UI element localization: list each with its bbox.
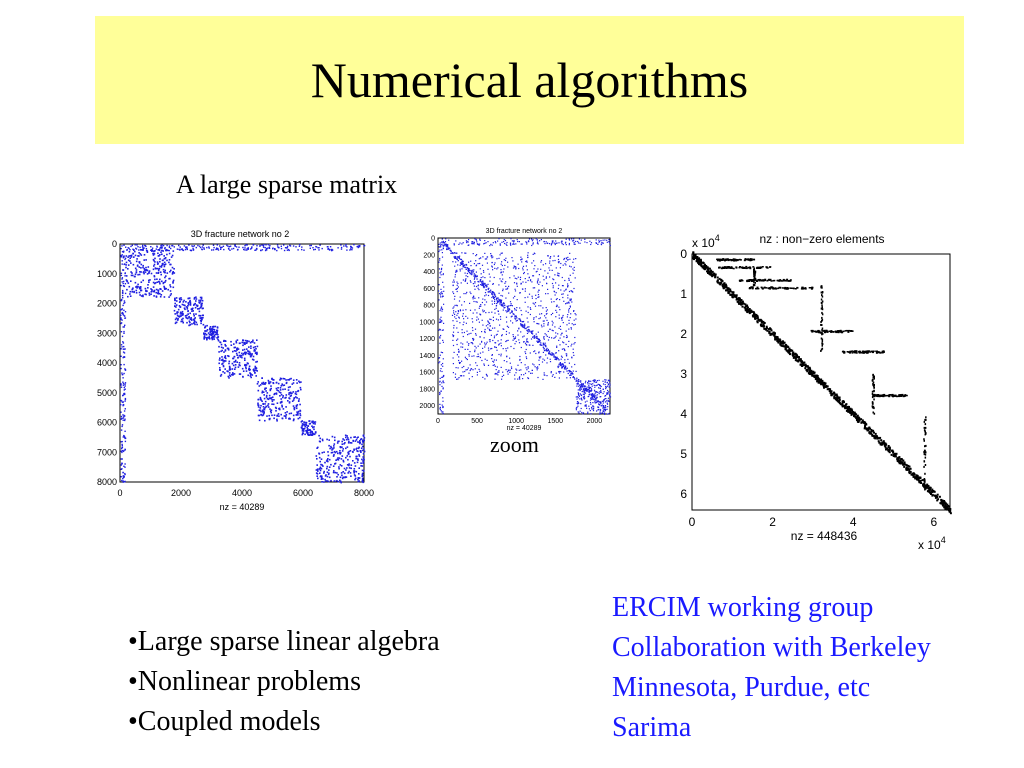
- bullet-item: •Coupled models: [128, 706, 321, 737]
- slide-title: Numerical algorithms: [310, 52, 749, 108]
- tick-label: 2000: [587, 418, 603, 425]
- x-axis-label: nz = 448436: [791, 529, 858, 543]
- tick-label: 8000: [354, 488, 374, 498]
- tick-label: 0: [680, 247, 687, 261]
- tick-label: 600: [423, 286, 435, 293]
- plot-title: 3D fracture network no 2: [191, 229, 290, 239]
- tick-label: 1000: [97, 269, 117, 279]
- tick-label: 1800: [419, 386, 435, 393]
- tick-label: 1200: [419, 336, 435, 343]
- tick-label: 6000: [97, 418, 117, 428]
- tick-label: 6000: [293, 488, 313, 498]
- tick-label: 0: [436, 418, 440, 425]
- info-line: Sarima: [612, 712, 692, 743]
- tick-label: 1400: [419, 353, 435, 360]
- tick-label: 3000: [97, 328, 117, 338]
- tick-label: 3: [680, 367, 687, 381]
- bullet-list: •Large sparse linear algebra •Nonlinear …: [128, 622, 440, 742]
- tick-label: 500: [471, 418, 483, 425]
- bullet-item: •Large sparse linear algebra: [128, 626, 440, 657]
- tick-label: 1000: [419, 319, 435, 326]
- sparse-matrix-plot-large: nz : non−zero elements x 104 0 2 4 60123456…: [680, 232, 952, 552]
- plot-frame: [437, 237, 611, 415]
- tick-label: 2000: [419, 403, 435, 410]
- tick-label: 200: [423, 252, 435, 259]
- spy-pattern: [120, 244, 366, 484]
- x-scale-label: x 104: [918, 535, 946, 552]
- tick-label: 5000: [97, 388, 117, 398]
- tick-label: 4: [850, 515, 857, 529]
- tick-label: 2: [769, 515, 776, 529]
- spy-pattern: [438, 238, 612, 415]
- tick-label: 6: [931, 515, 938, 529]
- bullet-item: •Nonlinear problems: [128, 666, 361, 697]
- info-line: Minnesota, Purdue, etc: [612, 672, 871, 703]
- tick-label: 0: [689, 515, 696, 529]
- spy-pattern: [692, 251, 952, 515]
- zoom-label: zoom: [490, 432, 539, 457]
- axis-ticks: 0 2000 4000 6000 800001000200030004000500060…: [97, 239, 374, 498]
- x-axis-label: nz = 40289: [220, 502, 265, 512]
- tick-label: 1000: [508, 418, 524, 425]
- tick-label: 1: [680, 287, 687, 301]
- tick-label: 4: [680, 407, 687, 421]
- axis-ticks: 0 500 1000 1500 2000 0 200 400 600 800 1000 1200 140…: [419, 236, 602, 426]
- title-banner: Numerical algorithms: [95, 16, 964, 144]
- tick-label: 2: [680, 327, 687, 341]
- info-line: Collaboration with Berkeley: [612, 632, 931, 663]
- tick-label: 8000: [97, 477, 117, 487]
- tick-label: 1600: [419, 370, 435, 377]
- tick-label: 4000: [232, 488, 252, 498]
- tick-label: 2000: [171, 488, 191, 498]
- tick-label: 0: [431, 236, 435, 243]
- plot-title: nz : non−zero elements: [759, 232, 884, 246]
- info-line: ERCIM working group: [612, 592, 874, 623]
- tick-label: 2000: [97, 299, 117, 309]
- plot-frame: [119, 243, 365, 483]
- tick-label: 0: [117, 488, 122, 498]
- tick-label: 400: [423, 269, 435, 276]
- tick-label: 7000: [97, 447, 117, 457]
- slide-subtitle: A large sparse matrix: [176, 170, 398, 199]
- x-axis-label: nz = 40289: [507, 425, 542, 432]
- tick-label: 5: [680, 447, 687, 461]
- sparse-matrix-plot-zoom: 3D fracture network no 2 0 500 1000 1500 200…: [419, 228, 612, 432]
- tick-label: 6: [680, 487, 687, 501]
- sparse-matrix-plot-full: 3D fracture network no 2 0 2000 4000 6000 80…: [97, 229, 374, 512]
- plot-frame: [691, 253, 951, 511]
- tick-label: 1500: [547, 418, 563, 425]
- y-scale-label: x 104: [692, 233, 720, 250]
- tick-label: 800: [423, 303, 435, 310]
- tick-label: 4000: [97, 358, 117, 368]
- collaboration-info: ERCIM working group Collaboration with B…: [612, 588, 931, 748]
- plot-title: 3D fracture network no 2: [486, 228, 563, 235]
- tick-label: 0: [112, 239, 117, 249]
